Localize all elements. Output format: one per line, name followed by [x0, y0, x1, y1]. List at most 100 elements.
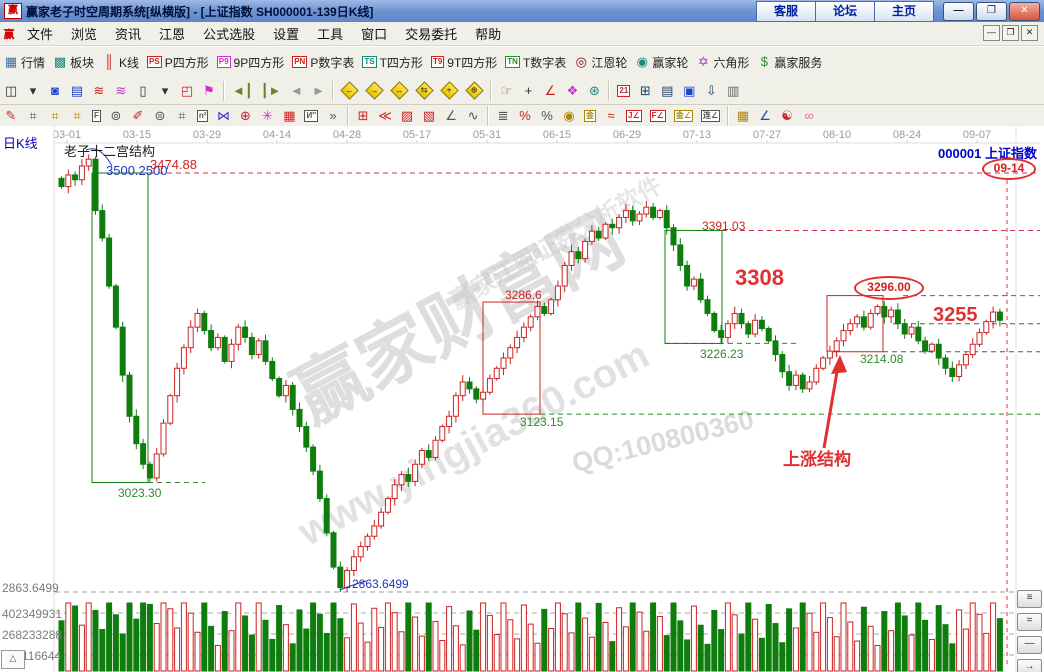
tool-grid-2[interactable]: ⌗: [171, 107, 193, 125]
tool-diamond-cross[interactable]: +: [437, 81, 462, 100]
tool-step-fwd[interactable]: ►: [307, 82, 329, 100]
tool-hexagon[interactable]: ✡ 六角形: [692, 52, 753, 73]
title-bar[interactable]: 赢 赢家老子时空周期系统[纵横版] - [上证指数 SH000001-139日K…: [0, 0, 1044, 22]
tool-brain[interactable]: ⊛: [583, 82, 605, 100]
tool-save[interactable]: ▣: [678, 82, 700, 100]
tool-shade-box-1[interactable]: ▨: [396, 107, 418, 125]
pane-layout-button-4[interactable]: →: [1017, 659, 1042, 672]
tool-star-web[interactable]: ✳: [256, 107, 278, 125]
tool-diamond-left[interactable]: ←: [337, 81, 362, 100]
tool-computer[interactable]: ▥: [722, 82, 744, 100]
maximize-button[interactable]: ❐: [976, 2, 1007, 21]
tool-export[interactable]: ⇩: [700, 82, 722, 100]
tool-wave-3[interactable]: ≋: [88, 82, 110, 100]
tool-lasso[interactable]: ◰: [176, 82, 198, 100]
close-button[interactable]: ✕: [1009, 2, 1040, 21]
tool-diamond-right[interactable]: →: [362, 81, 387, 100]
tool-calculator[interactable]: ⊞: [634, 82, 656, 100]
tool-box-web[interactable]: ▦: [278, 107, 300, 125]
tool-angle-ruler[interactable]: ∠: [539, 82, 561, 100]
tool-fan-lines[interactable]: ≪: [374, 107, 396, 125]
tool-gann-wheel[interactable]: ◎ 江恩轮: [570, 52, 631, 73]
tool-brush[interactable]: ✐: [127, 107, 149, 125]
tool-p-square[interactable]: PS P四方形: [143, 52, 213, 73]
tool-gold-grid-1[interactable]: ⌗: [44, 107, 66, 125]
tool-dropdown-arrow[interactable]: ▾: [22, 82, 44, 100]
menu-item-4[interactable]: 江恩: [159, 27, 186, 42]
menu-item-5[interactable]: 公式选股: [203, 27, 256, 42]
tool-grid[interactable]: ⌗: [22, 107, 44, 125]
tool-zigzag[interactable]: ∿: [462, 107, 484, 125]
tool-diamond-expand[interactable]: ⊕: [462, 81, 487, 100]
tool-gold-angle[interactable]: 金∠: [670, 108, 697, 124]
menu-item-6[interactable]: 设置: [273, 27, 300, 42]
service-button-1[interactable]: 客服: [756, 1, 816, 22]
tool-shade-box-2[interactable]: ▧: [418, 107, 440, 125]
tool-doc[interactable]: ▤: [66, 82, 88, 100]
tool-f-grid[interactable]: F: [88, 108, 105, 124]
menu-item-1[interactable]: 文件: [27, 27, 54, 42]
tool-wave-9[interactable]: ≋: [110, 82, 132, 100]
menu-item-2[interactable]: 浏览: [71, 27, 98, 42]
tool-spiral[interactable]: ⊚: [105, 107, 127, 125]
menu-item-8[interactable]: 窗口: [361, 27, 388, 42]
tool-skip-end[interactable]: ┃►: [257, 82, 286, 100]
tool-diamond-hspan[interactable]: ↔: [387, 81, 412, 100]
tool-9t-square[interactable]: T9 9T四方形: [427, 52, 501, 73]
tool-yinyang[interactable]: ☯: [776, 107, 798, 125]
mdi-minimize-button[interactable]: —: [983, 25, 1000, 41]
tool-calendar[interactable]: 21: [613, 83, 634, 99]
tool-step-back[interactable]: ◄: [285, 82, 307, 100]
tool-f-angle[interactable]: F∠: [646, 108, 670, 124]
tool-speed-line[interactable]: 连∠: [697, 108, 724, 124]
pane-layout-button-3[interactable]: —: [1017, 636, 1042, 654]
tool-gold-level[interactable]: 金: [580, 108, 600, 124]
tool-dropdown-arrow2[interactable]: ▾: [154, 82, 176, 100]
pane-period-label[interactable]: 日K线: [3, 136, 38, 151]
tool-angle-line[interactable]: ∠: [440, 107, 462, 125]
tool-p-number[interactable]: PN P数字表: [288, 52, 358, 73]
tool-crosshair[interactable]: +: [517, 82, 539, 100]
tool-target[interactable]: ⊕: [234, 107, 256, 125]
tool-gold-grid-2[interactable]: ⌗: [66, 107, 88, 125]
tool-9p-square[interactable]: P9 9P四方形: [213, 52, 288, 73]
tool-avg-wave[interactable]: ≈: [600, 107, 622, 125]
menu-item-9[interactable]: 交易委托: [405, 27, 458, 42]
tool-wave-circle[interactable]: ◙: [44, 82, 66, 100]
tool-hand-tool[interactable]: ☞: [495, 82, 517, 100]
tool-quotes[interactable]: ▦ 行情: [0, 52, 49, 73]
tool-pencil[interactable]: ✎: [0, 107, 22, 125]
tool-yellow-grid[interactable]: ▦: [732, 107, 754, 125]
tool-box-draw[interactable]: ⊞: [352, 107, 374, 125]
tool-scale-rule[interactable]: ≣: [492, 107, 514, 125]
tool-pct-line[interactable]: %: [536, 107, 558, 125]
tool-candle-style[interactable]: ◫: [0, 82, 22, 100]
tool-notebook[interactable]: ▤: [656, 82, 678, 100]
tool-flower[interactable]: ❖: [561, 82, 583, 100]
tool-mirror[interactable]: ⋈: [212, 107, 234, 125]
tool-winner-service[interactable]: $ 赢家服务: [753, 52, 826, 73]
tool-sectors[interactable]: ▩ 板块: [49, 52, 98, 73]
pane-layout-button-1[interactable]: ≡: [1017, 590, 1042, 608]
tool-infinity[interactable]: ∞: [798, 107, 820, 125]
kline-chart[interactable]: 03-01 03-15 03-29 04-14 04-28 05-17 05-31 06-15…: [0, 126, 1044, 672]
service-button-2[interactable]: 论坛: [816, 1, 875, 22]
tool-color-flag[interactable]: ⚑: [198, 82, 220, 100]
tool-t-square[interactable]: TS T四方形: [358, 52, 427, 73]
tool-diamond-compress[interactable]: ⇆: [412, 81, 437, 100]
volume-expand-button[interactable]: △: [1, 650, 25, 669]
tool-trend-chart[interactable]: ∠: [754, 107, 776, 125]
menu-item-7[interactable]: 工具: [317, 27, 344, 42]
tool-pct-channel[interactable]: %: [514, 107, 536, 125]
tool-t-number[interactable]: TN T数字表: [501, 52, 570, 73]
mdi-close-button[interactable]: ✕: [1021, 25, 1038, 41]
tool-compass[interactable]: ⊜: [149, 107, 171, 125]
menu-item-3[interactable]: 资讯: [115, 27, 142, 42]
service-button-3[interactable]: 主页: [875, 1, 934, 22]
tool-j-angle[interactable]: J∠: [622, 108, 646, 124]
mdi-restore-button[interactable]: ❐: [1002, 25, 1019, 41]
tool-candle-plain[interactable]: ▯: [132, 82, 154, 100]
tool-kline[interactable]: ║ K线: [98, 52, 143, 73]
tool-n-square[interactable]: n²: [193, 108, 213, 124]
tool-gold-circle[interactable]: ◉: [558, 107, 580, 125]
